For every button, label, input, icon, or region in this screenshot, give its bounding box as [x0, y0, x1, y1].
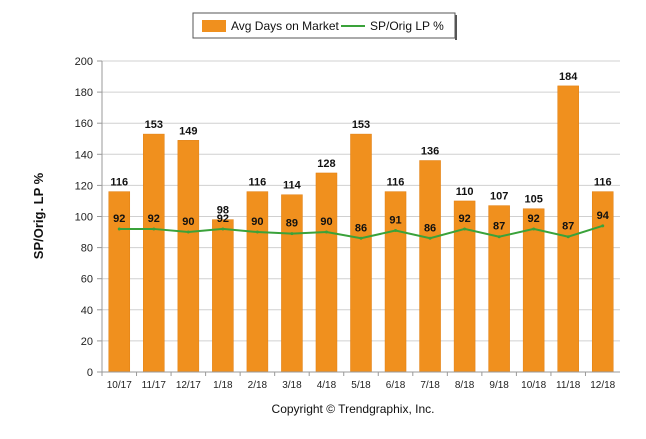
bar-days-on-market [143, 133, 165, 373]
y-tick-label: 100 [75, 212, 93, 224]
line-value-label: 92 [458, 213, 470, 225]
y-tick-label: 20 [81, 336, 93, 348]
bar-days-on-market [212, 219, 234, 373]
line-point [497, 235, 501, 239]
line-value-label: 90 [251, 216, 263, 228]
bar-value-label: 128 [317, 158, 335, 170]
bar-value-label: 114 [283, 180, 302, 192]
y-tick-label: 0 [87, 367, 93, 379]
bar-days-on-market [177, 140, 200, 373]
legend: Avg Days on Market SP/Orig LP % [192, 12, 457, 40]
bar-days-on-market [419, 160, 441, 373]
line-point [255, 230, 259, 234]
x-tick-label: 4/18 [317, 380, 337, 391]
line-value-label: 92 [528, 213, 540, 225]
legend-box [192, 12, 456, 39]
legend-label-bar: Avg Days on Market [231, 19, 339, 33]
bar-days-on-market [315, 172, 338, 373]
bar-value-label: 116 [594, 177, 612, 189]
bar-value-label: 98 [217, 205, 229, 217]
x-tick-label: 10/17 [107, 380, 132, 391]
x-tick-label: 10/18 [521, 380, 546, 391]
bar-days-on-market [350, 133, 372, 373]
y-tick-label: 40 [81, 305, 93, 317]
line-value-label: 94 [597, 210, 610, 222]
line-value-label: 87 [493, 221, 505, 233]
line-value-label: 90 [182, 216, 194, 228]
line-point [566, 235, 570, 239]
x-tick-label: 1/18 [213, 380, 233, 391]
y-axis-title: SP/Orig. LP % [31, 172, 46, 259]
x-tick-label: 11/17 [142, 380, 167, 391]
line-point [359, 236, 363, 240]
line-value-label: 91 [389, 214, 401, 226]
x-tick-label: 5/18 [351, 380, 371, 391]
line-point [532, 227, 536, 231]
line-value-label: 87 [562, 221, 574, 233]
y-tick-label: 140 [75, 149, 93, 161]
x-tick-label: 3/18 [282, 380, 302, 391]
line-value-label: 92 [217, 213, 229, 225]
bar-value-label: 116 [249, 177, 267, 189]
line-point [290, 232, 294, 236]
bar-value-label: 107 [490, 191, 508, 203]
legend-box-shadow [455, 15, 457, 40]
bar-value-label: 153 [145, 119, 163, 131]
x-tick-label: 7/18 [420, 380, 440, 391]
y-tick-label: 200 [75, 56, 93, 68]
line-point [186, 230, 190, 234]
bar-value-label: 149 [179, 125, 197, 137]
bar-days-on-market [522, 208, 545, 373]
line-value-label: 86 [355, 222, 367, 234]
bar-value-label: 116 [387, 177, 405, 189]
line-point [152, 227, 156, 231]
legend-label-line: SP/Orig LP % [370, 19, 444, 33]
legend-swatch-bar-icon [202, 20, 226, 32]
bar-value-label: 110 [456, 186, 474, 198]
axis-layer: 0 20 40 60 80 100 120 140 160 180 200 10/17 11/17 12/… [75, 56, 620, 391]
copyright-footer: Copyright © Trendgraphix, Inc. [272, 402, 435, 416]
line-value-label: 92 [148, 213, 160, 225]
x-tick-label: 11/18 [556, 380, 581, 391]
line-point [117, 227, 121, 231]
x-tick-label: 12/17 [176, 380, 201, 391]
y-tick-label: 80 [81, 243, 93, 255]
bar-layer [108, 85, 614, 373]
bar-value-label: 105 [524, 194, 542, 206]
line-value-label: 86 [424, 222, 436, 234]
x-tick-label: 2/18 [248, 380, 268, 391]
bar-days-on-market [453, 200, 476, 373]
line-point [221, 227, 225, 231]
x-tick-label: 8/18 [455, 380, 475, 391]
label-layer: 116 153 149 98 116 114 128 153 116 136 110 107 105 18… [110, 71, 611, 234]
line-point [601, 224, 605, 228]
y-tick-label: 160 [75, 118, 93, 130]
x-tick-label: 9/18 [489, 380, 509, 391]
line-value-label: 92 [113, 213, 125, 225]
line-point [324, 230, 328, 234]
bar-value-label: 116 [110, 177, 128, 189]
bar-value-label: 184 [559, 71, 578, 83]
y-tick-label: 120 [75, 180, 93, 192]
line-value-label: 90 [320, 216, 332, 228]
x-tick-label: 6/18 [386, 380, 406, 391]
bar-value-label: 136 [421, 146, 439, 158]
y-tick-label: 60 [81, 274, 93, 286]
line-point [394, 228, 398, 232]
line-point [428, 236, 432, 240]
y-tick-label: 180 [75, 87, 93, 99]
line-layer [117, 224, 605, 240]
bar-value-label: 153 [352, 119, 370, 131]
line-point [463, 227, 467, 231]
line-value-label: 89 [286, 218, 298, 230]
x-tick-label: 12/18 [590, 380, 615, 391]
